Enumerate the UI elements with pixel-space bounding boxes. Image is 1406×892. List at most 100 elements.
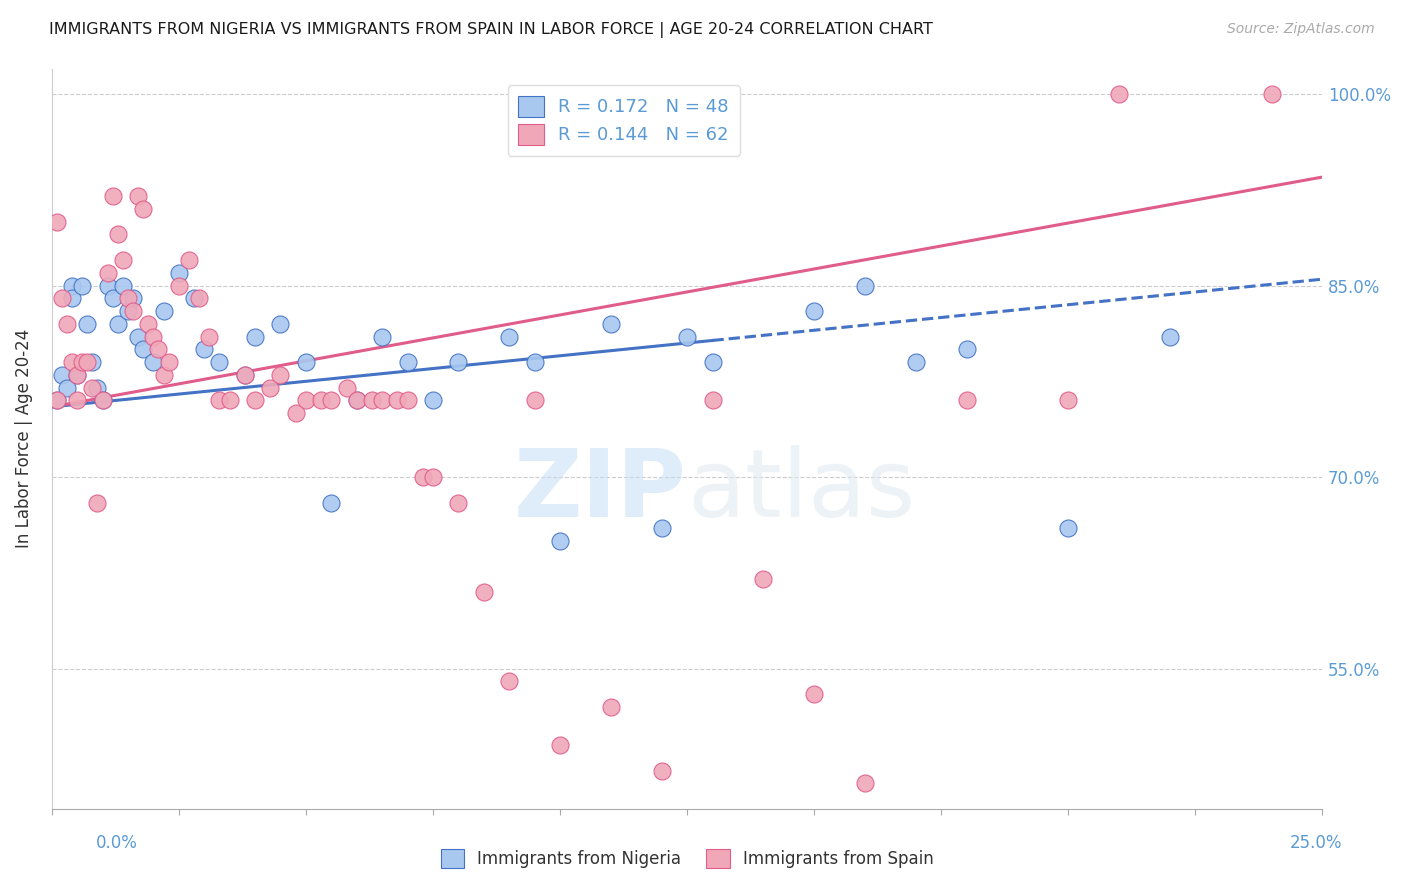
Point [122,304,145,318]
Point [66,368,89,382]
Point [208,355,231,369]
Text: 25.0%: 25.0% [1291,834,1343,852]
Point [651,521,673,535]
Point [132,343,155,357]
Point [523,393,546,408]
Point [101,189,124,203]
Point [82,381,104,395]
Point [167,278,190,293]
Point [523,355,546,369]
Point [117,304,139,318]
Point [803,687,825,701]
Point [1057,521,1080,535]
Point [148,343,170,357]
Point [412,470,434,484]
Point [599,699,621,714]
Point [548,533,571,548]
Point [321,495,343,509]
Point [70,278,93,293]
Point [60,278,83,293]
Point [702,393,724,408]
Point [66,393,89,408]
Text: 0.0%: 0.0% [96,834,138,852]
Point [111,278,134,293]
Point [198,329,221,343]
Point [45,393,67,408]
Point [127,329,149,343]
Text: atlas: atlas [688,444,915,537]
Point [70,355,93,369]
Point [107,317,129,331]
Point [60,355,83,369]
Point [82,355,104,369]
Point [51,368,73,382]
Text: Source: ZipAtlas.com: Source: ZipAtlas.com [1227,22,1375,37]
Point [60,291,83,305]
Point [76,355,98,369]
Point [472,585,495,599]
Point [295,355,318,369]
Point [269,317,291,331]
Point [136,317,159,331]
Text: IMMIGRANTS FROM NIGERIA VS IMMIGRANTS FROM SPAIN IN LABOR FORCE | AGE 20-24 CORR: IMMIGRANTS FROM NIGERIA VS IMMIGRANTS FR… [49,22,934,38]
Point [1159,329,1181,343]
Point [218,393,240,408]
Point [91,393,114,408]
Point [956,393,979,408]
Point [259,381,281,395]
Point [76,317,98,331]
Point [97,278,120,293]
Point [45,215,67,229]
Point [335,381,357,395]
Point [548,738,571,752]
Point [127,189,149,203]
Point [752,572,775,586]
Point [447,355,470,369]
Legend: R = 0.172   N = 48, R = 0.144   N = 62: R = 0.172 N = 48, R = 0.144 N = 62 [508,85,740,155]
Point [853,278,876,293]
Point [702,355,724,369]
Point [284,406,307,420]
Point [142,355,165,369]
Point [498,674,520,689]
Point [1057,393,1080,408]
Point [447,495,470,509]
Point [956,343,979,357]
Point [651,764,673,778]
Point [152,368,174,382]
Point [295,393,318,408]
Point [371,393,394,408]
Point [117,291,139,305]
Point [1260,87,1282,101]
Point [396,355,419,369]
Point [188,291,211,305]
Point [396,393,419,408]
Point [676,329,699,343]
Point [346,393,368,408]
Point [91,393,114,408]
Point [321,393,343,408]
Point [243,329,266,343]
Point [361,393,384,408]
Point [193,343,215,357]
Text: ZIP: ZIP [515,444,688,537]
Point [45,393,67,408]
Point [122,291,145,305]
Point [1108,87,1130,101]
Point [111,253,134,268]
Point [86,495,108,509]
Point [152,304,174,318]
Point [422,393,444,408]
Point [346,393,368,408]
Point [86,381,108,395]
Point [498,329,520,343]
Point [371,329,394,343]
Point [177,253,200,268]
Point [183,291,205,305]
Point [66,368,89,382]
Point [167,266,190,280]
Point [97,266,120,280]
Point [803,304,825,318]
Point [269,368,291,382]
Point [157,355,180,369]
